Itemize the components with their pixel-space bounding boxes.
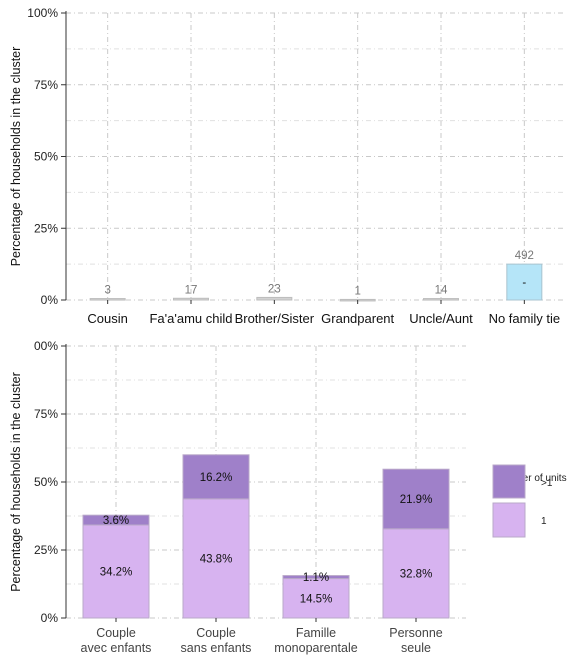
x-tick-label: Cousin (87, 311, 127, 326)
x-tick-label-line1: Famille (296, 626, 336, 640)
bar (423, 298, 459, 301)
count-label: 1 (354, 285, 360, 297)
bar-segment-gt1 (182, 454, 250, 500)
x-tick-label-line2: seule (401, 641, 431, 655)
legend-label-1: 1 (541, 516, 547, 527)
y-tick-label: 75% (34, 78, 58, 92)
legend-swatch-1 (492, 502, 526, 538)
x-tick-label-line1: Couple (96, 626, 136, 640)
y-axis-label: Percentage of households in the cluster (9, 47, 23, 267)
bar-segment-1 (182, 498, 250, 619)
count-label: 23 (268, 283, 281, 295)
x-tick-label: Brother/Sister (235, 311, 315, 326)
bar-segment-1 (382, 528, 450, 619)
x-tick-label: Uncle/Aunt (409, 311, 473, 326)
x-tick-label-line2: sans enfants (181, 641, 252, 655)
count-label: 492 (515, 250, 534, 262)
x-tick-label-line2: avec enfants (81, 641, 152, 655)
x-tick-label-line1: Couple (196, 626, 236, 640)
x-tick-label: No family tie (489, 311, 561, 326)
legend-swatch-gt1 (492, 464, 526, 499)
bar-segment-gt1 (382, 468, 450, 530)
bar-segment-gt1 (82, 514, 150, 526)
segment-label: 1.1% (303, 572, 329, 584)
segment-label: 21.9% (400, 494, 433, 506)
y-tick-label: 75% (34, 407, 58, 421)
bar-segment-1 (82, 524, 150, 619)
y-tick-label: 00% (34, 339, 58, 353)
x-tick-label-line2: monoparentale (274, 641, 357, 655)
bar (256, 296, 293, 301)
segment-label: 16.2% (200, 472, 233, 484)
segment-label: 43.8% (200, 553, 233, 565)
y-axis-label: Percentage of households in the cluster (9, 372, 23, 592)
segment-label: 3.6% (103, 515, 129, 527)
y-tick-label: 0% (41, 293, 59, 307)
x-tick-label: Fa'a'amu child (149, 311, 232, 326)
y-tick-label: 25% (34, 221, 58, 235)
bar (173, 297, 209, 301)
count-label: 17 (185, 284, 198, 296)
y-tick-label: 25% (34, 543, 58, 557)
legend-label-gt1: >1 (541, 478, 553, 489)
segment-label: 14.5% (300, 593, 333, 605)
bar-label: - (522, 277, 526, 289)
y-tick-label: 100% (27, 6, 58, 20)
y-tick-label: 0% (41, 611, 59, 625)
count-label: 14 (435, 285, 448, 297)
segment-label: 34.2% (100, 566, 133, 578)
count-label: 3 (104, 285, 110, 297)
bar (506, 263, 543, 301)
bar (89, 298, 126, 301)
bar-segment-gt1 (282, 575, 350, 580)
legend-title: Number of units (496, 473, 567, 484)
x-tick-label: Grandparent (321, 311, 394, 326)
y-tick-label: 50% (34, 475, 58, 489)
segment-label: 32.8% (400, 568, 433, 580)
y-tick-label: 50% (34, 150, 58, 164)
x-tick-label-line1: Personne (389, 626, 443, 640)
